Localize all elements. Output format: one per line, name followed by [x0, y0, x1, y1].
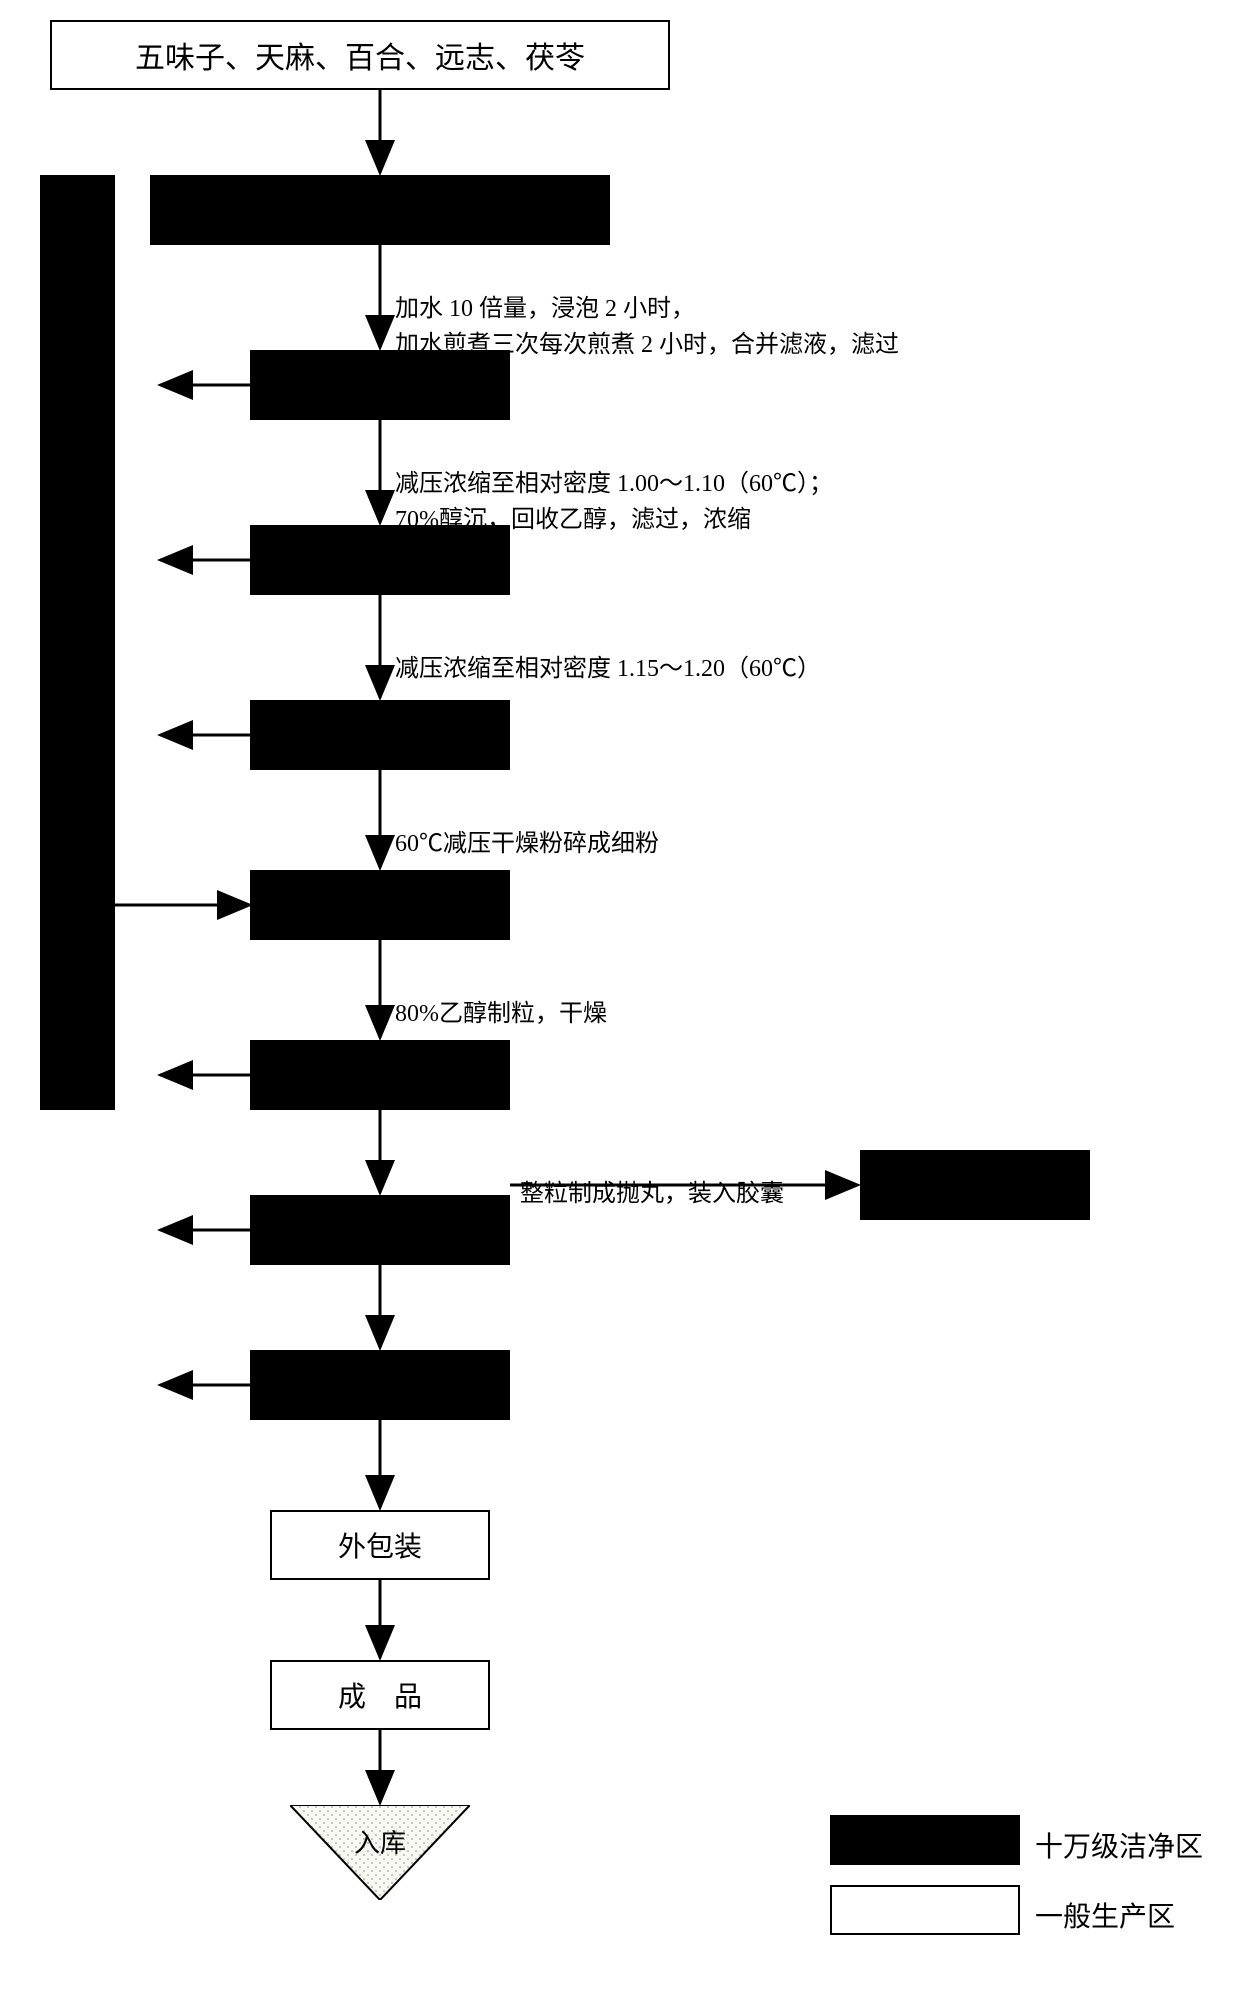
- node-finished: 成 品: [270, 1660, 490, 1730]
- legend-clean-box: [830, 1815, 1020, 1865]
- node-ingredients: 五味子、天麻、百合、远志、茯苓: [50, 20, 670, 90]
- annotation-5: 80%乙醇制粒，干燥: [395, 960, 607, 1032]
- node-label: 成 品: [338, 1675, 422, 1715]
- annotation-4: 60℃减压干燥粉碎成细粉: [395, 790, 659, 862]
- legend-general-box: [830, 1885, 1020, 1935]
- node-label: 半成品检验: [910, 1167, 1040, 1204]
- node-label: 浓 缩: [338, 715, 422, 755]
- annotation-1: 加水 10 倍量，浸泡 2 小时， 加水煎煮三次每次煎煮 2 小时，合并滤液，滤…: [395, 255, 899, 363]
- char: 检: [63, 745, 91, 807]
- intermediate-test-label: 中 间 体 检 验: [40, 300, 115, 980]
- annotation-2: 减压浓缩至相对密度 1.00～1.10（60℃）； 70%醇沉，回收乙醇，滤过，…: [395, 430, 833, 538]
- node-label: 挑拣、整理、处理: [268, 190, 492, 230]
- node-label: 装 袋: [338, 1210, 422, 1250]
- char: 间: [63, 473, 91, 535]
- node-label: 提 取: [338, 365, 422, 405]
- node-concentrate: 浓 缩: [250, 700, 510, 770]
- legend-clean-label: 十万级洁净区: [1035, 1825, 1203, 1865]
- annotation-3: 减压浓缩至相对密度 1.15～1.20（60℃）: [395, 615, 821, 687]
- char: 验: [63, 881, 91, 943]
- node-label: 整 粒: [338, 1055, 422, 1095]
- node-bagging: 装 袋: [250, 1195, 510, 1265]
- annotation-6: 整粒制成抛丸，装入胶囊: [520, 1140, 784, 1212]
- node-sorting: 挑拣、整理、处理: [150, 175, 610, 245]
- legend-general-label: 一般生产区: [1035, 1895, 1175, 1935]
- node-blister-pack: 铝塑包装: [250, 1350, 510, 1420]
- node-semi-finished-test: 半成品检验: [860, 1150, 1090, 1220]
- node-outer-pack: 外包装: [270, 1510, 490, 1580]
- node-label: 混料制粒: [324, 885, 436, 925]
- node-sizing: 整 粒: [250, 1040, 510, 1110]
- node-mix-granulate: 混料制粒: [250, 870, 510, 940]
- node-label: 外包装: [338, 1525, 422, 1565]
- node-warehouse-triangle: 入库: [290, 1805, 470, 1900]
- node-label: 铝塑包装: [324, 1365, 436, 1405]
- char: 中: [63, 337, 91, 399]
- node-label: 五味子、天麻、百合、远志、茯苓: [135, 33, 585, 77]
- triangle-label: 入库: [354, 1829, 406, 1858]
- char: 体: [63, 609, 91, 671]
- node-label: 醇 沉: [338, 540, 422, 580]
